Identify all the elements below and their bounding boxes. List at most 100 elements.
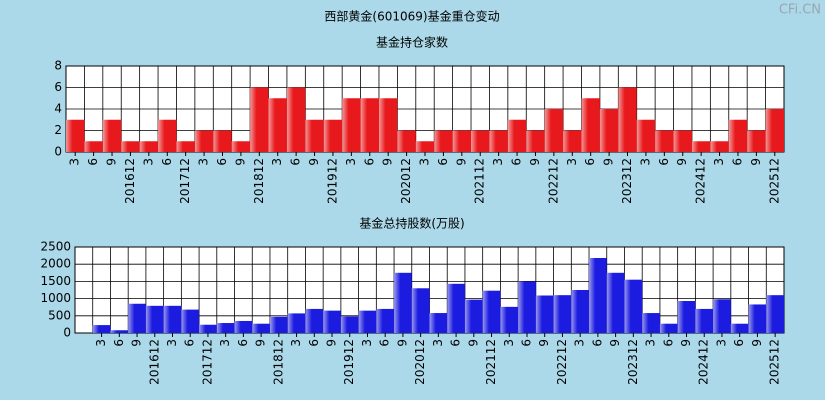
x-tick-label: 6 (436, 158, 450, 166)
y-tick-label: 6 (54, 80, 62, 94)
x-tick-label: 9 (307, 158, 321, 166)
bar (766, 295, 784, 333)
x-tick-label: 9 (679, 339, 693, 347)
x-tick-label: 6 (657, 158, 671, 166)
bar (599, 109, 619, 152)
x-tick-label: 6 (510, 158, 524, 166)
bar (710, 141, 729, 152)
x-tick-label: 202312 (620, 158, 634, 204)
bar (655, 130, 674, 152)
x-tick-label: 201812 (252, 158, 266, 204)
bar (659, 323, 678, 333)
x-tick-label: 9 (750, 339, 764, 347)
x-tick-label: 6 (378, 339, 392, 347)
x-tick-label: 3 (431, 339, 445, 347)
x-tick-label: 6 (732, 339, 746, 347)
x-tick-label: 201612 (123, 158, 137, 204)
bar (695, 308, 714, 333)
bar (526, 130, 545, 152)
bar (145, 305, 164, 333)
bar (429, 313, 448, 333)
x-tick-label: 201812 (271, 339, 285, 385)
x-tick-label: 6 (661, 339, 675, 347)
bar (128, 303, 146, 333)
x-tick-label: 9 (105, 158, 119, 166)
bar (158, 119, 177, 152)
x-tick-label: 202412 (694, 158, 708, 204)
bar (287, 313, 306, 333)
bar (102, 119, 122, 152)
bar (606, 272, 625, 333)
x-tick-label: 9 (528, 158, 542, 166)
x-tick-label: 9 (602, 158, 616, 166)
bar (121, 141, 140, 152)
x-tick-label: 6 (160, 158, 174, 166)
bar (323, 119, 343, 152)
x-tick-label: 202012 (413, 339, 427, 385)
x-tick-label: 3 (360, 339, 374, 347)
x-tick-label: 3 (218, 339, 232, 347)
bar (181, 309, 200, 333)
x-tick-label: 3 (565, 158, 579, 166)
x-tick-label: 6 (590, 339, 604, 347)
x-tick-label: 6 (362, 158, 376, 166)
x-tick-label: 9 (608, 339, 622, 347)
bar (397, 130, 416, 152)
x-tick-label: 6 (183, 339, 197, 347)
chart-title: 基金总持股数(万股) (359, 216, 464, 231)
bar (624, 279, 643, 333)
x-tick-label: 201912 (342, 339, 356, 385)
bar (110, 330, 129, 333)
bar (250, 87, 269, 152)
x-tick-label: 202512 (767, 158, 781, 204)
bar (66, 119, 85, 152)
bar (691, 141, 711, 152)
bar (163, 305, 182, 333)
bar (286, 87, 306, 152)
x-tick-label: 9 (325, 339, 339, 347)
bar (636, 119, 656, 152)
x-tick-label: 202112 (484, 339, 498, 385)
y-tick-label: 8 (54, 59, 62, 73)
x-tick-label: 202312 (626, 339, 640, 385)
x-tick-label: 3 (270, 158, 284, 166)
x-tick-label: 3 (418, 158, 432, 166)
bar (748, 304, 767, 333)
x-tick-label: 202212 (555, 339, 569, 385)
bar (589, 258, 607, 333)
bar (415, 141, 435, 152)
x-tick-label: 9 (254, 339, 268, 347)
bar (728, 119, 748, 152)
x-tick-label: 9 (130, 339, 144, 347)
x-tick-label: 201712 (178, 158, 192, 204)
bar (482, 290, 501, 333)
bar (553, 295, 572, 333)
bar (268, 98, 287, 152)
bar (464, 299, 483, 333)
bar (434, 130, 453, 152)
bar (269, 316, 288, 333)
x-tick-label: 9 (454, 158, 468, 166)
bar (571, 290, 590, 333)
x-tick-label: 202112 (473, 158, 487, 204)
bar (216, 323, 235, 333)
bar (305, 308, 324, 333)
bar (231, 141, 251, 152)
bar (394, 272, 412, 333)
x-tick-label: 3 (712, 158, 726, 166)
x-tick-label: 202512 (768, 339, 782, 385)
bar (378, 98, 398, 152)
bar (563, 130, 582, 152)
bar (765, 109, 784, 152)
bar (342, 98, 361, 152)
bar (360, 98, 379, 152)
bar (376, 308, 395, 333)
x-tick-label: 6 (112, 339, 126, 347)
bar (642, 313, 660, 333)
bar (340, 316, 359, 333)
bar (507, 119, 527, 152)
x-tick-label: 6 (449, 339, 463, 347)
bar (199, 324, 217, 333)
bar (489, 130, 508, 152)
